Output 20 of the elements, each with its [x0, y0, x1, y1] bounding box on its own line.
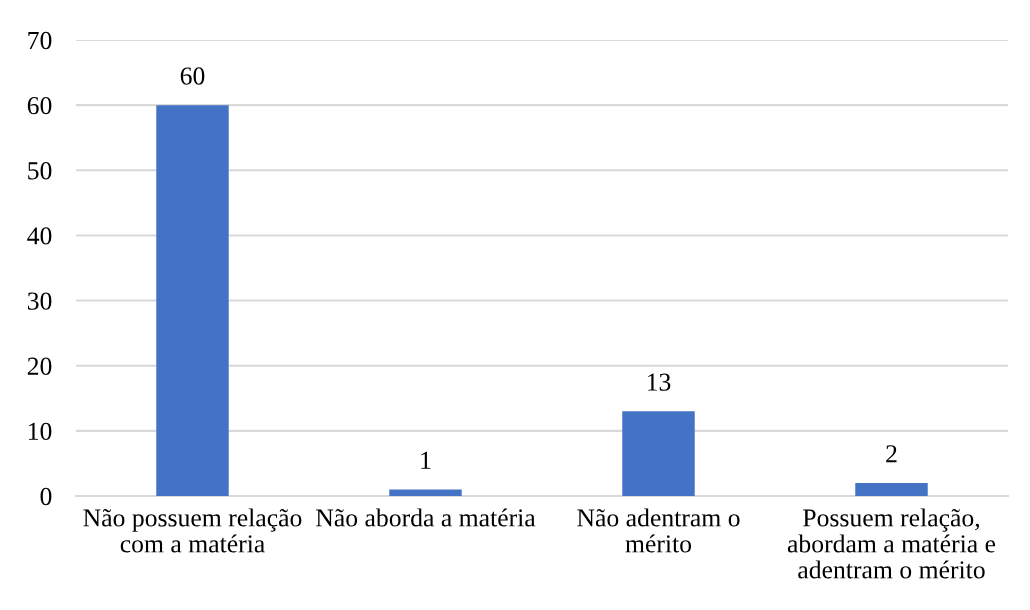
data-label: 13: [647, 373, 671, 391]
y-tick-label: 20: [27, 357, 52, 375]
y-tick-label: 0: [40, 487, 52, 506]
data-label: 2: [886, 445, 897, 463]
data-label: 60: [180, 67, 205, 85]
bar: [622, 411, 695, 496]
y-tick-label: 30: [27, 292, 52, 310]
x-tick-label: Não adentram o mérito: [577, 508, 740, 553]
data-label: 1: [421, 451, 431, 469]
x-tick-label: Possuem relação, abordam a matéria e adentram o mérito: [787, 508, 996, 579]
y-tick-label: 60: [27, 96, 52, 115]
y-tick-label: 70: [28, 31, 52, 50]
y-tick-label: 40: [27, 227, 52, 245]
x-tick-label: Não possuem relação com a matéria: [83, 508, 302, 553]
bar: [855, 482, 928, 496]
y-tick-label: 10: [28, 422, 52, 441]
x-tick-label: Não aborda a matéria: [316, 508, 536, 527]
bar: [156, 105, 229, 496]
bar: [389, 489, 462, 496]
y-tick-label: 50: [28, 162, 52, 180]
